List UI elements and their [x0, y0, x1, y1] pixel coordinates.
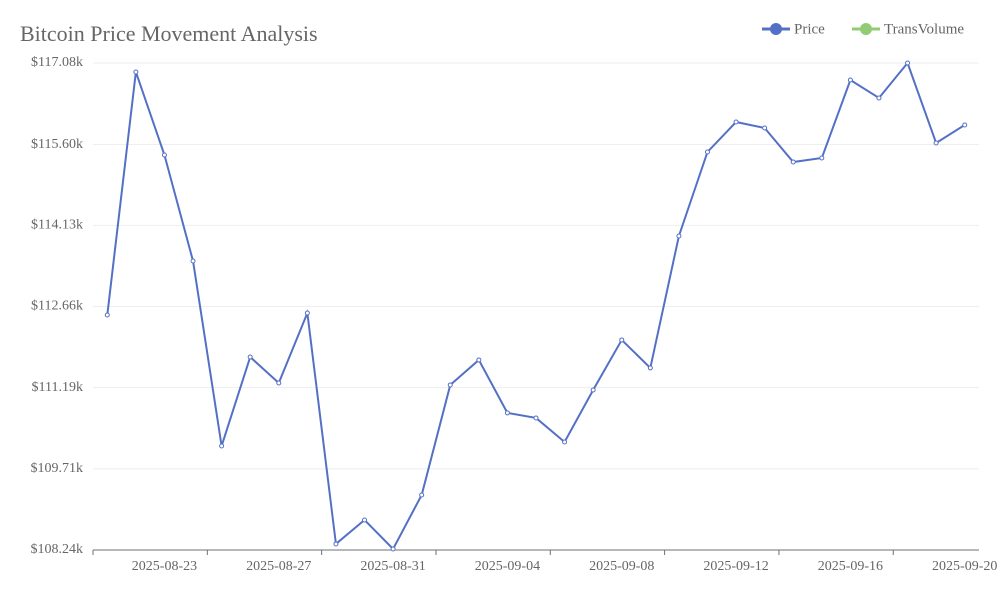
- y-tick-label: $112.66k: [31, 299, 83, 314]
- point: [762, 125, 768, 131]
- x-tick-label: 2025-09-08: [589, 559, 654, 574]
- y-tick-label: $115.60k: [31, 137, 83, 152]
- point: [419, 492, 425, 498]
- point: [676, 233, 682, 239]
- y-tick-label: $117.08k: [31, 55, 83, 70]
- point: [133, 69, 139, 75]
- point: [704, 149, 710, 155]
- point: [905, 60, 911, 66]
- point: [276, 380, 282, 386]
- point: [219, 443, 225, 449]
- x-tick-label: 2025-09-16: [818, 559, 883, 574]
- y-tick-label: $109.71k: [31, 461, 84, 476]
- point: [933, 140, 939, 146]
- x-tick-label: 2025-08-23: [132, 559, 197, 574]
- point: [962, 122, 968, 128]
- legend-label: TransVolume: [884, 21, 964, 37]
- point: [562, 439, 568, 445]
- point: [533, 415, 539, 421]
- y-tick-label: $111.19k: [32, 380, 83, 395]
- point: [876, 95, 882, 101]
- x-tick-label: 2025-09-12: [703, 559, 768, 574]
- point: [390, 546, 396, 552]
- x-tick-label: 2025-09-04: [475, 559, 540, 574]
- point: [190, 258, 196, 264]
- legend-swatch: [770, 23, 782, 35]
- point: [847, 77, 853, 83]
- chart-title: Bitcoin Price Movement Analysis: [20, 21, 318, 46]
- legend-swatch: [860, 23, 872, 35]
- legend-label: Price: [794, 21, 825, 37]
- point: [619, 337, 625, 343]
- point: [362, 517, 368, 523]
- point: [447, 382, 453, 388]
- x-tick-label: 2025-09-20: [932, 559, 997, 574]
- y-tick-label: $108.24k: [31, 542, 84, 557]
- y-tick-label: $114.13k: [31, 218, 83, 233]
- point: [304, 310, 310, 316]
- series-line: [106, 60, 966, 551]
- point: [504, 410, 510, 416]
- point: [247, 354, 253, 360]
- point: [104, 312, 110, 318]
- x-tick-label: 2025-08-31: [360, 559, 425, 574]
- point: [819, 155, 825, 161]
- point: [333, 541, 339, 547]
- point: [647, 365, 653, 371]
- point: [790, 159, 796, 165]
- point: [733, 119, 739, 125]
- point: [590, 387, 596, 393]
- x-tick-label: 2025-08-27: [246, 559, 311, 574]
- point: [161, 152, 167, 158]
- point: [476, 357, 482, 363]
